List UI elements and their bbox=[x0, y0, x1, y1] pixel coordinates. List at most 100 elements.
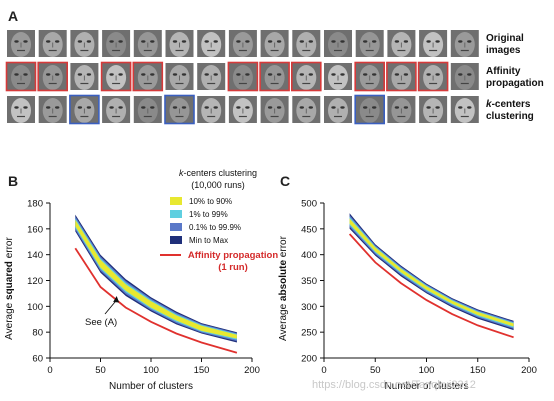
y-tick-label: 180 bbox=[27, 199, 43, 210]
x-tick-label: 0 bbox=[47, 365, 52, 376]
face-image bbox=[132, 61, 164, 92]
y-tick-label: 500 bbox=[301, 199, 317, 210]
legend-item: 1% to 99% bbox=[170, 210, 228, 219]
exemplar-highlight-box bbox=[259, 61, 290, 92]
face-image bbox=[228, 96, 257, 123]
exemplar-highlight-box bbox=[69, 94, 100, 125]
legend-item: 10% to 90% bbox=[170, 197, 232, 206]
face-image bbox=[260, 30, 289, 57]
row-label: Affinity bbox=[486, 66, 521, 77]
face-image bbox=[290, 61, 322, 92]
x-tick-label: 150 bbox=[194, 365, 210, 376]
face-image bbox=[387, 30, 416, 57]
face-image bbox=[197, 96, 226, 123]
y-tick-label: 120 bbox=[27, 276, 43, 287]
affinity-propagation-line bbox=[348, 233, 514, 339]
annotation-arrow bbox=[104, 299, 118, 315]
exemplar-highlight-box bbox=[227, 61, 259, 92]
face-image bbox=[102, 96, 131, 123]
face-image bbox=[387, 96, 416, 123]
exemplar-highlight-box bbox=[164, 94, 195, 125]
band-min-to-max bbox=[349, 213, 514, 331]
x-tick-label: 50 bbox=[95, 365, 106, 376]
face-image bbox=[354, 61, 386, 92]
legend-item: Min to Max bbox=[170, 236, 228, 245]
legend-subtitle: (10,000 runs) bbox=[191, 180, 245, 190]
face-image bbox=[197, 30, 226, 57]
y-axis-title: Average squared error bbox=[4, 237, 15, 340]
x-tick-label: 200 bbox=[521, 365, 537, 376]
panel-a-letter: A bbox=[8, 8, 18, 24]
legend-swatch bbox=[170, 236, 182, 244]
panel-b-squared-error-chart: B 0 50 100 150 200 60 80 100 120 140 160 180 Number … bbox=[4, 173, 260, 392]
face-image bbox=[259, 61, 290, 92]
face-image bbox=[419, 96, 448, 123]
y-tick-label: 100 bbox=[27, 302, 43, 313]
y-tick-label: 200 bbox=[301, 354, 317, 365]
affinity-propagation-line bbox=[74, 247, 238, 354]
face-image bbox=[5, 61, 37, 92]
legend-item-affinity-propagation: Affinity propagation(1 run) bbox=[160, 250, 278, 273]
face-image bbox=[354, 94, 386, 125]
exemplar-highlight-box bbox=[386, 61, 417, 92]
y-tick-label: 450 bbox=[301, 224, 317, 235]
legend: k-centers clustering (10,000 runs) 10% to … bbox=[160, 168, 278, 273]
exemplar-highlight-box bbox=[354, 94, 386, 125]
x-tick-label: 0 bbox=[321, 365, 326, 376]
face-image bbox=[133, 96, 162, 123]
face-image bbox=[450, 63, 479, 90]
exemplar-highlight-box bbox=[290, 61, 322, 92]
legend-title: k-centers clustering bbox=[179, 168, 257, 178]
legend-swatch bbox=[170, 197, 182, 205]
x-tick-label: 100 bbox=[419, 365, 435, 376]
y-tick-label: 400 bbox=[301, 250, 317, 261]
x-tick-label: 100 bbox=[143, 365, 159, 376]
panel-c-absolute-error-chart: C 0 50 100 150 200 200 250 300 350 400 450 500 Numbe… bbox=[278, 173, 537, 392]
exemplar-highlight-box bbox=[5, 61, 37, 92]
exemplar-highlight-box bbox=[354, 61, 386, 92]
face-image bbox=[70, 30, 99, 57]
face-image bbox=[69, 94, 100, 125]
face-image bbox=[7, 96, 35, 123]
x-tick-label: 150 bbox=[470, 365, 486, 376]
row-label: images bbox=[486, 45, 521, 56]
face-image bbox=[260, 96, 289, 123]
face-image bbox=[197, 63, 226, 90]
face-image bbox=[450, 96, 479, 123]
face-image bbox=[419, 30, 448, 57]
legend-label: 10% to 90% bbox=[189, 197, 232, 206]
face-image bbox=[7, 30, 35, 57]
face-image bbox=[450, 30, 479, 57]
x-axis-title: Number of clusters bbox=[109, 381, 193, 392]
legend-label: Min to Max bbox=[189, 236, 228, 245]
panel-c-letter: C bbox=[280, 173, 290, 189]
face-image bbox=[417, 61, 449, 92]
y-tick-label: 160 bbox=[27, 224, 43, 235]
face-image bbox=[292, 30, 321, 57]
watermark: https://blog.csdn.net/Tanqkui2312 bbox=[312, 379, 476, 391]
exemplar-highlight-box bbox=[37, 61, 69, 92]
face-image bbox=[100, 61, 132, 92]
exemplar-highlight-box bbox=[100, 61, 132, 92]
row-label: propagation bbox=[486, 78, 544, 89]
face-image bbox=[324, 63, 352, 90]
legend-label: 0.1% to 99.9% bbox=[189, 223, 241, 232]
face-image bbox=[164, 94, 195, 125]
face-image bbox=[38, 96, 67, 123]
exemplar-highlight-box bbox=[417, 61, 449, 92]
y-tick-label: 300 bbox=[301, 302, 317, 313]
face-image bbox=[102, 30, 131, 57]
legend-item: 0.1% to 99.9% bbox=[170, 223, 241, 232]
face-image bbox=[70, 63, 99, 90]
legend-swatch bbox=[170, 210, 182, 218]
row-label: k-centers bbox=[486, 99, 531, 110]
face-image bbox=[386, 61, 417, 92]
face-image bbox=[228, 30, 257, 57]
band-0.1-to-99.9 bbox=[349, 215, 514, 329]
legend-swatch bbox=[170, 223, 182, 231]
face-image bbox=[165, 30, 194, 57]
legend-label: 1% to 99% bbox=[189, 210, 228, 219]
